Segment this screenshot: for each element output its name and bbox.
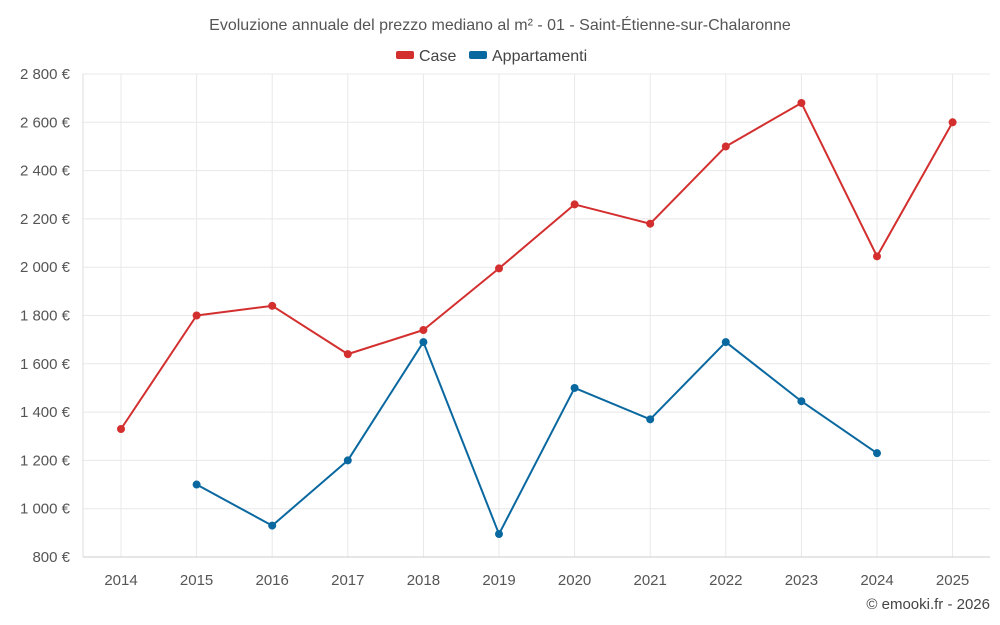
y-tick-label: 2 200 € — [20, 211, 71, 228]
data-point-appartamenti[interactable] — [419, 338, 428, 347]
x-tick-label: 2023 — [785, 572, 818, 589]
data-point-appartamenti[interactable] — [343, 456, 352, 465]
data-point-case[interactable] — [948, 118, 957, 127]
x-tick-label: 2022 — [709, 572, 742, 589]
x-tick-label: 2018 — [407, 572, 440, 589]
x-tick-label: 2014 — [104, 572, 137, 589]
chart-title: Evoluzione annuale del prezzo mediano al… — [209, 15, 791, 34]
data-point-case[interactable] — [873, 252, 881, 261]
data-point-appartamenti[interactable] — [873, 449, 881, 458]
legend-label-appartamenti: Appartamenti — [492, 48, 587, 65]
y-tick-label: 800 € — [32, 549, 70, 566]
credit-text: © emooki.fr - 2026 — [866, 596, 990, 613]
data-point-case[interactable] — [117, 425, 125, 434]
series — [117, 98, 957, 539]
data-point-case[interactable] — [343, 350, 352, 359]
axes: 800 € 1 000 € 1 200 € 1 400 € 1 600 € 1 800 €… — [20, 66, 990, 589]
x-tick-label: 2017 — [331, 572, 364, 589]
data-point-appartamenti[interactable] — [797, 397, 806, 406]
y-tick-label: 1 400 € — [20, 404, 71, 421]
data-point-case[interactable] — [192, 311, 201, 320]
legend-item-appartamenti[interactable]: Appartamenti — [469, 48, 587, 65]
y-tick-label: 1 200 € — [20, 452, 71, 469]
data-point-case[interactable] — [268, 301, 277, 310]
data-point-case[interactable] — [570, 200, 579, 209]
y-tick-label: 1 800 € — [20, 308, 71, 325]
data-point-case[interactable] — [721, 142, 730, 151]
x-tick-label: 2020 — [558, 572, 591, 589]
series-line-case — [120, 101, 954, 430]
x-tick-label: 2016 — [256, 572, 289, 589]
x-tick-label: 2015 — [180, 572, 213, 589]
legend-swatch-case — [396, 51, 414, 59]
legend-item-case[interactable]: Case — [396, 48, 456, 65]
data-point-case[interactable] — [797, 98, 806, 107]
y-tick-label: 2 400 € — [20, 163, 71, 180]
data-point-appartamenti[interactable] — [495, 530, 503, 539]
data-point-appartamenti[interactable] — [721, 338, 730, 347]
data-point-case[interactable] — [419, 325, 428, 334]
y-tick-label: 2 000 € — [20, 259, 71, 276]
series-line-appartamenti — [196, 341, 878, 536]
y-tick-label: 1 000 € — [20, 501, 71, 518]
data-point-appartamenti[interactable] — [268, 521, 277, 530]
legend[interactable]: Case Appartamenti — [396, 48, 587, 65]
data-point-appartamenti[interactable] — [570, 383, 579, 392]
x-tick-label: 2025 — [936, 572, 969, 589]
y-tick-label: 2 600 € — [20, 114, 71, 131]
data-point-case[interactable] — [646, 219, 655, 228]
x-tick-label: 2019 — [482, 572, 515, 589]
data-point-appartamenti[interactable] — [646, 415, 655, 424]
x-tick-label: 2021 — [634, 572, 667, 589]
legend-label-case: Case — [419, 48, 456, 65]
data-point-case[interactable] — [495, 264, 503, 273]
y-tick-label: 2 800 € — [20, 66, 71, 83]
x-tick-label: 2024 — [860, 572, 893, 589]
data-point-appartamenti[interactable] — [192, 480, 201, 489]
grid — [83, 73, 990, 558]
legend-swatch-appartamenti — [469, 51, 487, 59]
y-tick-label: 1 600 € — [20, 356, 71, 373]
